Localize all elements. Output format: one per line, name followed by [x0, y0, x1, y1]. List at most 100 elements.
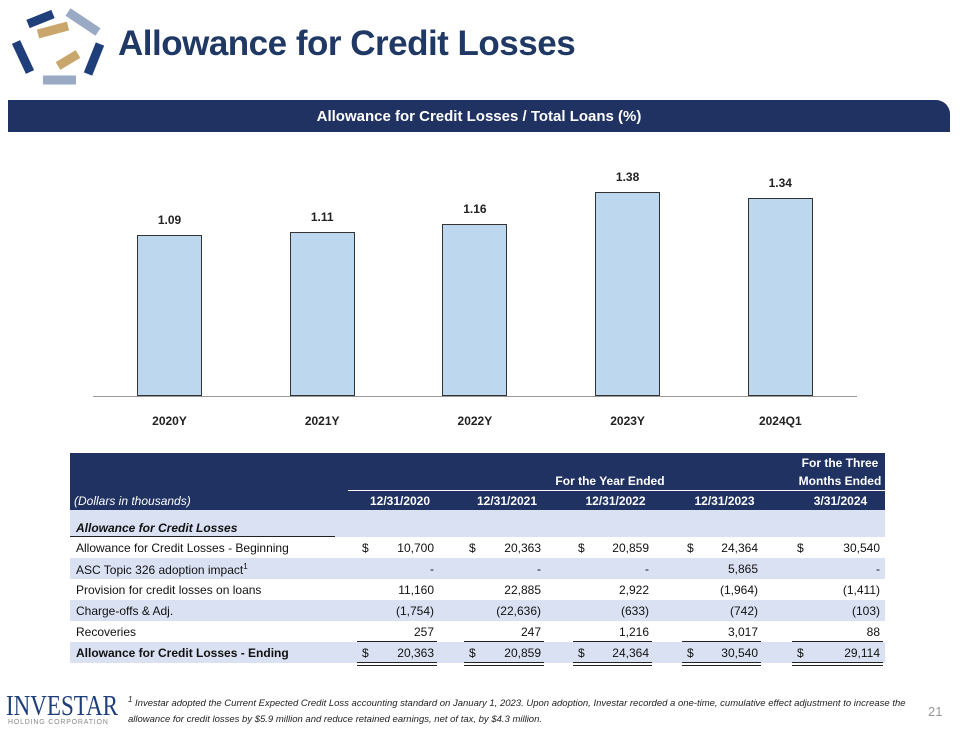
total-underline	[682, 665, 761, 666]
bar-2020Y	[137, 234, 202, 396]
cell-value: 2,922	[618, 583, 649, 597]
data-label: 1.11	[310, 209, 334, 224]
footnote-text: Investar adopted the Current Expected Cr…	[128, 698, 906, 726]
chart-banner	[8, 100, 950, 132]
cell-value: 257	[413, 625, 434, 639]
column-header: 12/31/2023	[694, 494, 755, 508]
cell-value: (633)	[620, 604, 649, 618]
cell-value: 29,114	[844, 646, 880, 660]
row-label: Recoveries	[76, 625, 137, 639]
cell-value: (1,964)	[719, 583, 758, 597]
cell-value: 22,885	[504, 583, 541, 597]
cell-value: 3,017	[727, 625, 758, 639]
logo-subtitle: HOLDING CORPORATION	[8, 719, 109, 726]
section-row: Allowance for Credit Losses	[70, 510, 885, 537]
total-underline	[573, 665, 652, 666]
cell-value: 247	[520, 625, 541, 639]
x-tick-label: 2023Y	[610, 414, 645, 428]
table-row: Recoveries 257 247 1,216 3,017 88	[70, 621, 885, 642]
bar-2023Y	[595, 191, 661, 396]
column-header: 12/31/2020	[369, 494, 431, 508]
dollar-sign: $	[578, 541, 585, 555]
group-header-three-1: For the Three	[801, 456, 879, 470]
cell-value: 88	[866, 625, 880, 639]
cell-value: 5,865	[727, 562, 758, 576]
group-header-year: For the Year Ended	[555, 474, 665, 488]
footnote-ref: 1	[243, 562, 248, 571]
column-header: 12/31/2022	[585, 494, 646, 508]
dollar-sign: $	[687, 541, 694, 555]
cell-value: 20,363	[397, 646, 434, 660]
chart-title: Allowance for Credit Losses / Total Loan…	[316, 108, 642, 125]
x-tick-label: 2020Y	[152, 414, 187, 428]
total-underline	[792, 662, 883, 663]
cell-value: 24,364	[721, 541, 758, 555]
dollar-sign: $	[578, 646, 585, 660]
cell-value: 30,540	[721, 646, 758, 660]
total-underline	[464, 662, 544, 663]
section-label: Allowance for Credit Losses	[76, 521, 238, 535]
total-underline	[573, 662, 652, 663]
cell-value: (22,636)	[496, 604, 541, 618]
x-tick-label: 2024Q1	[758, 414, 802, 428]
row-label: ASC Topic 326 adoption impact1	[76, 562, 248, 577]
table-row: Charge-offs & Adj. (1,754) (22,636) (633) (7…	[70, 600, 885, 621]
cell-value: 10,700	[397, 541, 434, 555]
total-underline	[357, 662, 437, 663]
dollar-sign: $	[469, 541, 476, 555]
x-tick-label: 2021Y	[304, 414, 340, 428]
cell-value: -	[430, 562, 434, 576]
total-underline	[464, 665, 544, 666]
cell-value: 20,859	[504, 646, 541, 660]
logo-wordmark: INVESTAR	[6, 691, 118, 718]
cell-value: 11,160	[398, 583, 434, 597]
page-title: Allowance for Credit Losses	[118, 24, 576, 63]
bar-2021Y	[289, 231, 355, 396]
table-header	[70, 453, 885, 510]
cell-value: 20,859	[612, 541, 649, 555]
units-label: (Dollars in thousands)	[74, 494, 191, 508]
column-header: 3/31/2024	[813, 494, 868, 508]
total-underline	[357, 665, 437, 666]
footnote-marker: 1	[128, 695, 133, 704]
data-label: 1.09	[157, 212, 182, 227]
table-row: Provision for credit losses on loans 11,1…	[70, 579, 885, 600]
total-underline	[464, 641, 544, 642]
dollar-sign: $	[797, 541, 804, 555]
row-label: Charge-offs & Adj.	[76, 604, 174, 618]
cell-value: (103)	[851, 604, 880, 618]
row-label: Allowance for Credit Losses - Ending	[76, 646, 289, 660]
section-underline	[70, 536, 335, 537]
table-row: ASC Topic 326 adoption impact1 - - - 5,865 -	[70, 558, 885, 579]
table-row: Allowance for Credit Losses - Beginning $…	[70, 537, 885, 558]
row-label: Provision for credit losses on loans	[76, 583, 262, 597]
data-label: 1.16	[463, 202, 487, 217]
total-underline	[682, 662, 761, 663]
footnote: 1 Investar adopted the Current Expected …	[128, 692, 908, 728]
total-underline	[682, 641, 761, 642]
dollar-sign: $	[469, 646, 476, 660]
bar-2024Q1	[747, 197, 813, 396]
header-divider	[348, 490, 885, 491]
dollar-sign: $	[362, 541, 369, 555]
investar-logo: INVESTAR	[6, 691, 118, 718]
x-axis-line	[93, 396, 857, 397]
total-underline	[357, 641, 437, 642]
table-row: Allowance for Credit Losses - Ending $20,…	[70, 642, 885, 663]
total-underline	[792, 665, 883, 666]
dollar-sign: $	[362, 646, 369, 660]
dollar-sign: $	[687, 646, 694, 660]
x-tick-label: 2022Y	[457, 414, 493, 428]
group-header-three-2: Months Ended	[798, 474, 882, 488]
column-header: 12/31/2021	[476, 494, 538, 508]
row-label: Allowance for Credit Losses - Beginning	[76, 541, 289, 555]
cell-value: 1,216	[618, 625, 649, 639]
cell-value: (1,754)	[395, 604, 434, 618]
cell-value: -	[876, 562, 880, 576]
cell-value: 24,364	[612, 646, 649, 660]
cell-value: (1,411)	[842, 583, 880, 597]
dollar-sign: $	[797, 646, 804, 660]
cell-value: -	[645, 562, 649, 576]
data-label: 1.38	[615, 169, 640, 184]
cell-value: 30,540	[843, 541, 880, 555]
